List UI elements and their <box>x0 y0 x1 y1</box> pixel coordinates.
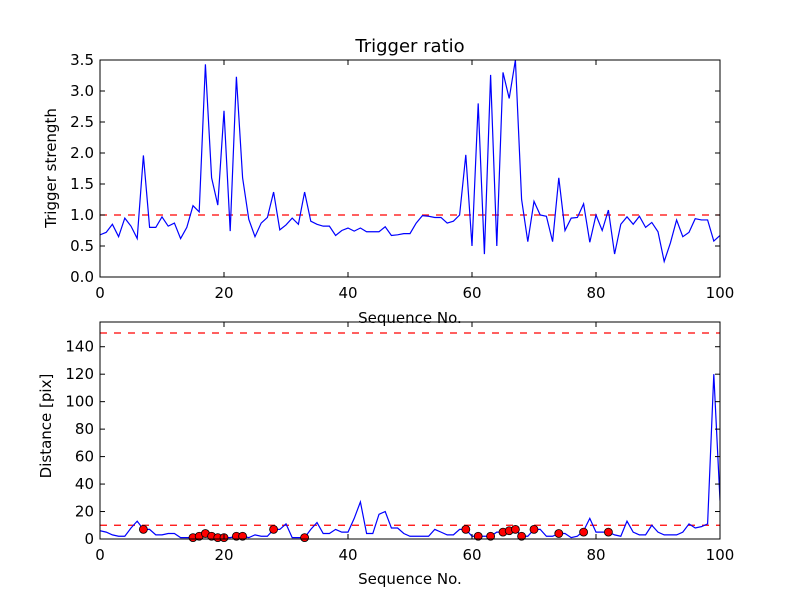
distance-ticks: 0 20 40 60 80 100 0 20 40 60 80 100 120 140 <box>65 322 734 564</box>
data-point-marker <box>579 527 588 537</box>
y-tick-label: 3.0 <box>70 82 94 100</box>
x-tick-label: 100 <box>706 546 735 564</box>
y-axis-label: Distance [pix] <box>37 374 55 479</box>
x-tick-label: 40 <box>338 546 357 564</box>
data-point-marker <box>269 524 279 534</box>
trigger-ratio-axes-frame <box>99 59 721 278</box>
y-tick-label: 80 <box>75 420 94 438</box>
y-axis-label: Trigger strength <box>42 108 60 229</box>
data-point-marker <box>473 531 483 541</box>
data-point-marker <box>138 524 148 534</box>
x-tick-label: 20 <box>214 546 233 564</box>
x-tick-label: 40 <box>338 284 357 302</box>
x-tick-label: 0 <box>95 546 105 564</box>
y-tick-label: 2.5 <box>70 113 94 131</box>
x-tick-label: 60 <box>462 546 481 564</box>
y-tick-label: 2.0 <box>70 144 94 162</box>
x-tick-label: 20 <box>214 284 233 302</box>
data-point-marker <box>461 524 471 534</box>
y-tick-label: 0.0 <box>70 268 94 286</box>
plot-clip-group <box>100 60 720 264</box>
chart-title: Trigger ratio <box>354 36 464 57</box>
y-tick-label: 20 <box>75 503 94 521</box>
y-tick-label: 0.5 <box>70 237 94 255</box>
data-point-marker <box>604 527 613 537</box>
data-point-marker <box>511 524 520 534</box>
y-tick-label: 140 <box>65 338 94 356</box>
x-tick-label: 100 <box>706 284 735 302</box>
trigger-ratio-ticks: 0 20 40 60 80 100 0.0 0.5 1.0 1.5 2.0 2.5 3.0 3.5 <box>70 51 734 302</box>
x-tick-label: 60 <box>462 284 481 302</box>
data-point-marker <box>517 531 526 541</box>
y-tick-label: 60 <box>75 448 94 466</box>
data-point-marker <box>554 529 564 538</box>
y-tick-label: 3.5 <box>70 51 94 69</box>
data-point-marker <box>238 531 248 541</box>
x-tick-label: 0 <box>95 284 105 302</box>
x-axis-label: Sequence No. <box>358 570 462 588</box>
x-tick-label: 80 <box>586 284 605 302</box>
distance-axes-frame <box>99 321 721 540</box>
data-point-marker <box>486 531 496 541</box>
y-tick-label: 120 <box>65 365 94 383</box>
y-tick-label: 1.0 <box>70 206 94 224</box>
distance-plot-area <box>100 332 720 543</box>
data-point-marker <box>529 524 539 534</box>
y-tick-label: 40 <box>75 475 94 493</box>
data-point-marker <box>300 533 310 543</box>
y-tick-label: 0 <box>84 530 94 548</box>
y-tick-label: 100 <box>65 393 94 411</box>
x-axis-label: Sequence No. <box>358 309 462 327</box>
y-tick-label: 1.5 <box>70 175 94 193</box>
series-line-0 <box>100 60 720 264</box>
distance-chart: 0 20 40 60 80 100 0 20 40 60 80 100 120 140 Sequence … <box>37 321 734 588</box>
x-tick-label: 80 <box>586 546 605 564</box>
trigger-ratio-plot-area <box>100 60 720 264</box>
